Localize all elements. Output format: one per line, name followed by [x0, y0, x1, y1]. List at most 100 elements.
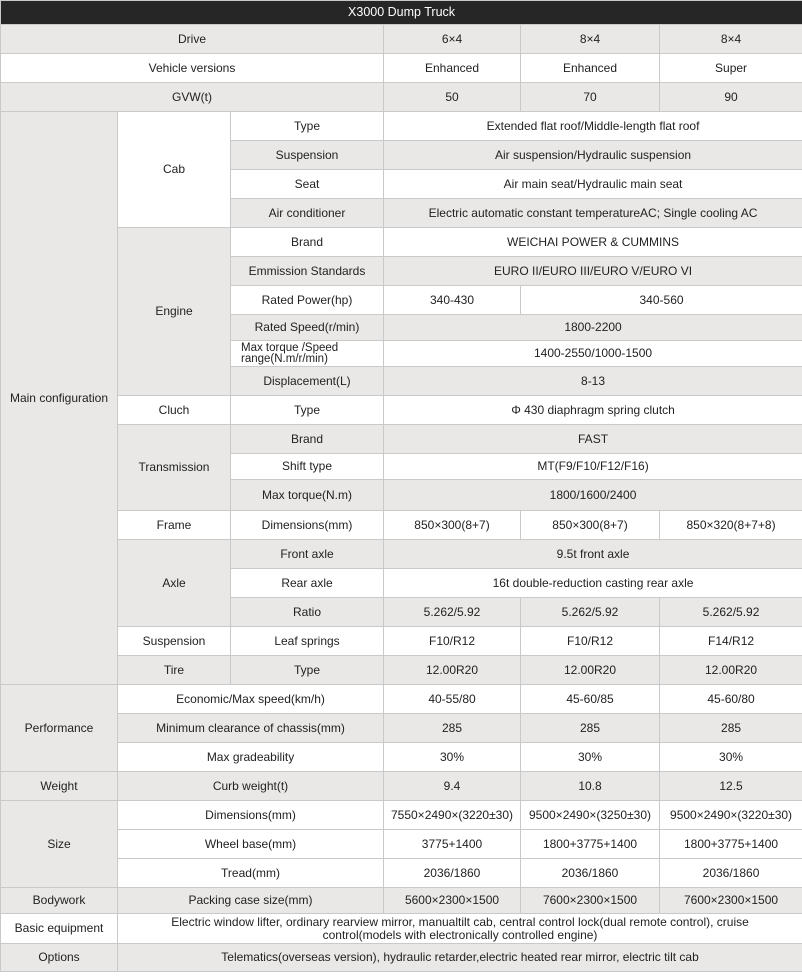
cell: 10.8 — [520, 771, 660, 801]
row-label: Air conditioner — [230, 198, 384, 228]
row-label: Dimensions(mm) — [117, 800, 384, 830]
table-row: Engine Brand WEICHAI POWER & CUMMINS — [0, 227, 802, 396]
row-label: Dimensions(mm) — [230, 510, 384, 540]
row-label: Rated Power(hp) — [230, 285, 384, 315]
cell: WEICHAI POWER & CUMMINS — [382, 227, 802, 257]
table-row-gvw: GVW(t) 50 70 90 — [0, 82, 802, 112]
cell: Electric window lifter, ordinary rearvie… — [116, 913, 802, 944]
cell: Air main seat/Hydraulic main seat — [382, 169, 802, 199]
row-label: Economic/Max speed(km/h) — [117, 684, 384, 714]
table-row-versions: Vehicle versions Enhanced Enhanced Super — [0, 53, 802, 83]
cell: 340-430 — [383, 285, 521, 315]
table-row: Basic equipment Electric window lifter, … — [0, 913, 802, 944]
cell: Φ 430 diaphragm spring clutch — [382, 395, 802, 425]
cell: 2036/1860 — [520, 858, 660, 888]
cell: 7600×2300×1500 — [520, 887, 660, 914]
group-label-options: Options — [0, 943, 118, 972]
row-label: Vehicle versions — [0, 53, 384, 83]
cell: 45-60/80 — [658, 684, 802, 714]
row-label: Leaf springs — [230, 626, 384, 656]
row-label: Suspension — [230, 140, 384, 170]
cell: Enhanced — [383, 53, 521, 83]
row-label: Max torque /Speed range(N.m/r/min) — [230, 340, 384, 367]
cell: 8×4 — [658, 24, 802, 54]
cell: 12.5 — [658, 771, 802, 801]
table-title: X3000 Dump Truck — [0, 0, 802, 25]
cell: 8×4 — [520, 24, 660, 54]
cell: EURO II/EURO III/EURO V/EURO VI — [382, 256, 802, 286]
table-row: Tire Type 12.00R20 12.00R20 12.00R20 — [0, 655, 802, 685]
table-row: Minimum clearance of chassis(mm) 285 285… — [0, 713, 802, 743]
row-label: GVW(t) — [0, 82, 384, 112]
row-label: Type — [230, 655, 384, 685]
row-label: Rated Speed(r/min) — [230, 314, 384, 341]
cell: 850×320(8+7+8) — [658, 510, 802, 540]
cell: 90 — [658, 82, 802, 112]
cell: Air suspension/Hydraulic suspension — [382, 140, 802, 170]
cell: 9.5t front axle — [382, 539, 802, 569]
row-label: Minimum clearance of chassis(mm) — [117, 713, 384, 743]
cell: F14/R12 — [658, 626, 802, 656]
group-label-cab: Cab — [117, 111, 231, 228]
group-label-bodywork: Bodywork — [0, 887, 118, 914]
group-label-weight: Weight — [0, 771, 118, 801]
table-row: Wheel base(mm) 3775+1400 1800+3775+1400 … — [0, 829, 802, 859]
cell: 5.262/5.92 — [383, 597, 521, 627]
row-label: Seat — [230, 169, 384, 199]
cell: F10/R12 — [383, 626, 521, 656]
table-row: Axle Front axle 9.5t front axle — [0, 539, 802, 627]
row-label: Max gradeability — [117, 742, 384, 772]
cell: Super — [658, 53, 802, 83]
cell: 285 — [658, 713, 802, 743]
table-row-drive: Drive 6×4 8×4 8×4 — [0, 24, 802, 54]
row-label: Curb weight(t) — [117, 771, 384, 801]
cell: 30% — [520, 742, 660, 772]
cell: 50 — [383, 82, 521, 112]
cell: 9.4 — [383, 771, 521, 801]
cell: 12.00R20 — [520, 655, 660, 685]
cell: 40-55/80 — [383, 684, 521, 714]
group-label-frame: Frame — [117, 510, 231, 540]
cell: 5.262/5.92 — [658, 597, 802, 627]
row-label: Brand — [230, 227, 384, 257]
cell: FAST — [382, 424, 802, 454]
cell: 1800-2200 — [382, 314, 802, 341]
row-label: Rear axle — [230, 568, 384, 598]
row-label: Emmission Standards — [230, 256, 384, 286]
cell: 5600×2300×1500 — [383, 887, 521, 914]
cell: 850×300(8+7) — [383, 510, 521, 540]
group-label-engine: Engine — [117, 227, 231, 396]
table-row: Cluch Type Φ 430 diaphragm spring clutch — [0, 395, 802, 425]
row-label: Wheel base(mm) — [117, 829, 384, 859]
cell: 1800+3775+1400 — [520, 829, 660, 859]
cell: 30% — [658, 742, 802, 772]
cell: 9500×2490×(3250±30) — [520, 800, 660, 830]
cell: 45-60/85 — [520, 684, 660, 714]
cell: 9500×2490×(3220±30) — [658, 800, 802, 830]
cell: 12.00R20 — [658, 655, 802, 685]
table-row: Transmission Brand FAST — [0, 424, 802, 511]
row-label: Drive — [0, 24, 384, 54]
cell: 1400-2550/1000-1500 — [382, 340, 802, 367]
table-row: Suspension Air suspension/Hydraulic susp… — [0, 140, 802, 170]
group-label-performance: Performance — [0, 684, 118, 772]
row-label: Ratio — [230, 597, 384, 627]
cell: Extended flat roof/Middle-length flat ro… — [382, 111, 802, 141]
group-label-size: Size — [0, 800, 118, 888]
table-row: Performance Economic/Max speed(km/h) 40-… — [0, 684, 802, 772]
row-label: Brand — [230, 424, 384, 454]
table-row: Frame Dimensions(mm) 850×300(8+7) 850×30… — [0, 510, 802, 540]
cell: 6×4 — [383, 24, 521, 54]
table-row: Tread(mm) 2036/1860 2036/1860 2036/1860 — [0, 858, 802, 888]
group-label-transmission: Transmission — [117, 424, 231, 511]
row-label: Shift type — [230, 453, 384, 480]
cell: 1800+3775+1400 — [658, 829, 802, 859]
row-label: Max torque(N.m) — [230, 479, 384, 511]
cell: 16t double-reduction casting rear axle — [382, 568, 802, 598]
cell: Telematics(overseas version), hydraulic … — [116, 943, 802, 972]
table-row: Main configuration Cab Type Extended fla… — [0, 111, 802, 685]
cell: 7600×2300×1500 — [658, 887, 802, 914]
cell: 12.00R20 — [383, 655, 521, 685]
group-label-basic-equipment: Basic equipment — [0, 913, 118, 944]
